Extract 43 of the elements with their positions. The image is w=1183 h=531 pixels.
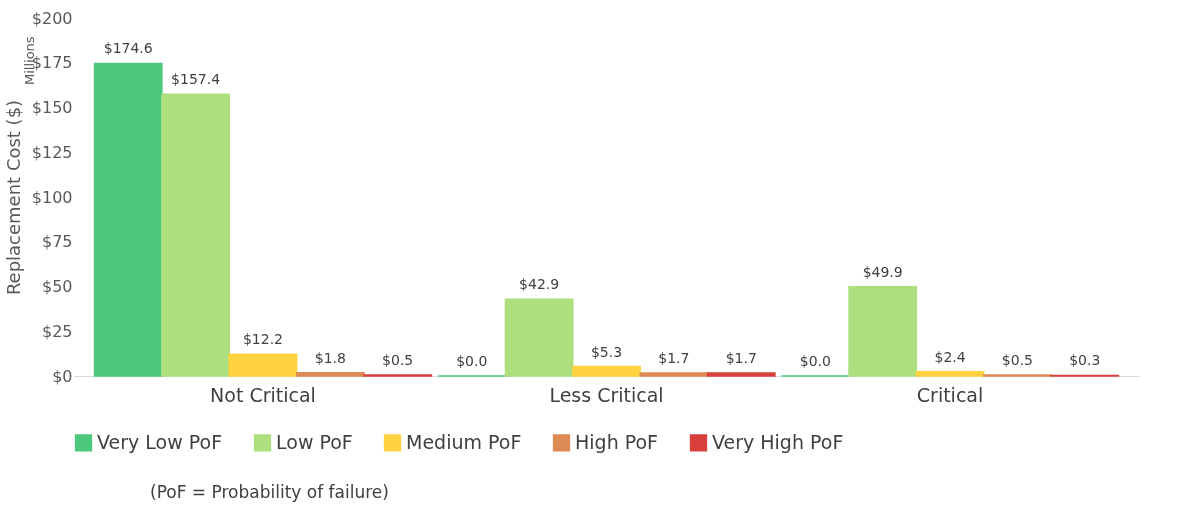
y-tick-label: $50 — [41, 277, 73, 296]
data-label: $174.6 — [103, 40, 153, 57]
y-tick-label: $150 — [31, 98, 73, 117]
data-label: $42.9 — [519, 276, 560, 293]
data-label: $5.3 — [590, 343, 623, 360]
legend-label: Very High PoF — [712, 430, 844, 453]
legend-label: Low PoF — [276, 430, 353, 453]
y-tick-label: $100 — [31, 187, 73, 207]
data-label: $0.5 — [382, 352, 414, 369]
data-label: $157.4 — [171, 71, 221, 88]
bar — [915, 370, 985, 377]
bar — [848, 285, 918, 377]
x-tick-label: Less Critical — [549, 383, 664, 406]
data-label: $0.3 — [1069, 352, 1101, 369]
data-label: $0.5 — [1001, 352, 1033, 369]
bar — [228, 353, 298, 377]
y-tick-label: $200 — [31, 8, 73, 28]
data-label: $1.8 — [314, 349, 346, 366]
legend-label: Medium PoF — [406, 430, 522, 453]
data-label: $0.0 — [799, 353, 831, 369]
y-tick-label: $0 — [52, 366, 73, 386]
data-label: $12.2 — [242, 331, 283, 348]
data-label: $49.9 — [862, 263, 903, 280]
data-label: $2.4 — [934, 348, 966, 365]
y-tick-label: $25 — [41, 321, 73, 341]
bar — [161, 93, 231, 377]
legend-label: High PoF — [575, 430, 659, 453]
data-label: $1.7 — [725, 349, 757, 366]
bar — [706, 372, 776, 377]
y-axis-title: Replacement Cost ($) — [2, 99, 24, 296]
x-tick-label: Critical — [916, 383, 984, 406]
bar — [639, 372, 709, 377]
y-tick-label: $75 — [41, 232, 73, 252]
bar — [93, 62, 163, 377]
y-tick-label: $125 — [31, 142, 73, 162]
bar — [504, 298, 574, 377]
legend-label: Very Low PoF — [97, 430, 223, 453]
bar — [295, 372, 365, 377]
text: (PoF = Probability of failure) — [150, 482, 389, 502]
bar — [572, 365, 641, 377]
data-label: $0.0 — [456, 353, 488, 369]
x-tick-label: Not Critical — [210, 383, 316, 406]
data-label: $1.7 — [658, 349, 690, 366]
